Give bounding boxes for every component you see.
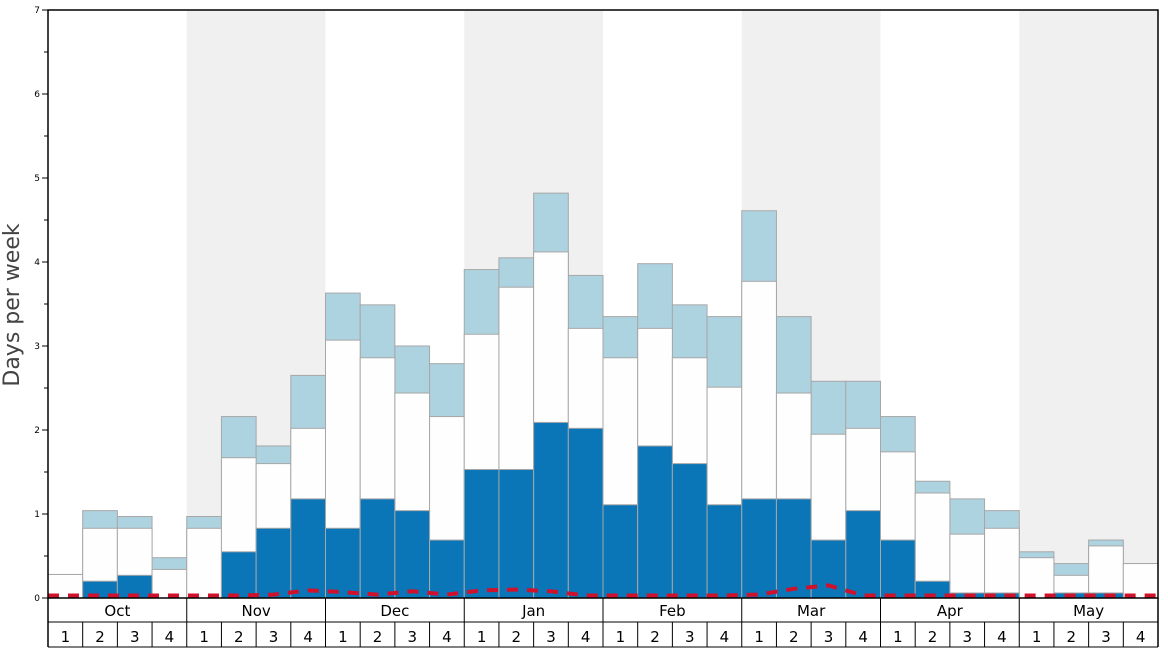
week-label: 3 [269, 628, 279, 646]
bar-level1-week-17 [602, 504, 639, 599]
month-label-apr: Apr [937, 602, 964, 620]
week-label: 2 [789, 628, 799, 646]
week-label: 3 [407, 628, 417, 646]
bar-level1-week-11 [394, 510, 431, 599]
y-axis-label: Days per week [0, 223, 25, 386]
bar-level1-week-6 [220, 551, 257, 599]
week-label: 1 [338, 628, 348, 646]
month-shading-may [1019, 10, 1158, 598]
month-label-jan: Jan [521, 602, 545, 620]
week-label: 4 [303, 628, 313, 646]
week-label: 4 [442, 628, 452, 646]
week-label: 3 [824, 628, 834, 646]
bar-level2-week-29 [1018, 557, 1055, 599]
bar-level1-week-14 [498, 468, 535, 599]
bar-level1-week-20 [706, 504, 743, 599]
bar-level1-week-15 [533, 421, 569, 599]
week-label: 1 [1032, 628, 1042, 646]
y-tick-label: 1 [34, 510, 40, 520]
month-label-dec: Dec [380, 602, 409, 620]
bar-level1-week-16 [567, 427, 604, 599]
week-label: 1 [199, 628, 209, 646]
week-label: 4 [858, 628, 868, 646]
y-tick-label: 0 [34, 594, 40, 604]
axes-layer: 0 1 2 3 4 5 6 7 Oct 1 2 3 4 Nov 1 2 3 4 Dec 1 2 3 4 Jan 1 2 3 4 Feb 1… [34, 6, 1159, 648]
bar-level1-week-21 [741, 498, 777, 599]
bar-level1-week-8 [290, 498, 326, 599]
y-tick-label: 6 [34, 90, 40, 100]
week-label: 1 [61, 628, 71, 646]
bar-level1-week-12 [429, 539, 465, 599]
y-tick-label: 2 [34, 426, 40, 436]
bar-level1-week-22 [775, 498, 812, 599]
week-label: 2 [1067, 628, 1077, 646]
week-label: 4 [720, 628, 730, 646]
week-label: 3 [546, 628, 556, 646]
bar-level1-week-9 [325, 527, 361, 599]
week-label: 2 [928, 628, 938, 646]
y-tick-label: 4 [34, 258, 40, 268]
month-label-may: May [1073, 602, 1104, 620]
week-label: 2 [373, 628, 383, 646]
week-label: 1 [616, 628, 626, 646]
week-label: 3 [962, 628, 972, 646]
bar-level2-week-27 [949, 533, 986, 599]
week-label: 4 [581, 628, 591, 646]
bar-level1-week-13 [463, 468, 500, 599]
bar-level1-week-19 [671, 463, 708, 599]
bar-level2-week-32 [1122, 563, 1159, 599]
week-label: 4 [1136, 628, 1146, 646]
y-tick-label: 5 [34, 174, 40, 184]
bars-layer [47, 192, 1159, 599]
bar-level1-week-10 [359, 498, 396, 599]
week-label: 1 [477, 628, 487, 646]
bar-level1-week-18 [637, 445, 673, 599]
week-label: 2 [512, 628, 522, 646]
month-label-oct: Oct [104, 602, 130, 620]
week-label: 2 [234, 628, 244, 646]
week-label: 3 [1101, 628, 1111, 646]
month-label-feb: Feb [659, 602, 686, 620]
week-label: 3 [685, 628, 695, 646]
week-label: 3 [130, 628, 140, 646]
week-label: 1 [893, 628, 903, 646]
week-label: 4 [997, 628, 1007, 646]
month-label-mar: Mar [797, 602, 826, 620]
month-label-nov: Nov [241, 602, 270, 620]
week-label: 2 [95, 628, 105, 646]
week-label: 2 [650, 628, 660, 646]
bar-level1-week-25 [880, 539, 916, 599]
bar-level1-week-7 [255, 527, 292, 599]
bar-level1-week-23 [810, 539, 847, 599]
week-label: 1 [754, 628, 764, 646]
bar-level1-week-24 [845, 510, 881, 599]
bar-level2-week-31 [1088, 545, 1124, 599]
bar-level2-week-28 [984, 527, 1020, 599]
bar-level2-week-5 [186, 527, 222, 599]
week-label: 4 [165, 628, 175, 646]
y-tick-label: 7 [34, 6, 40, 16]
y-tick-label: 3 [34, 342, 40, 352]
